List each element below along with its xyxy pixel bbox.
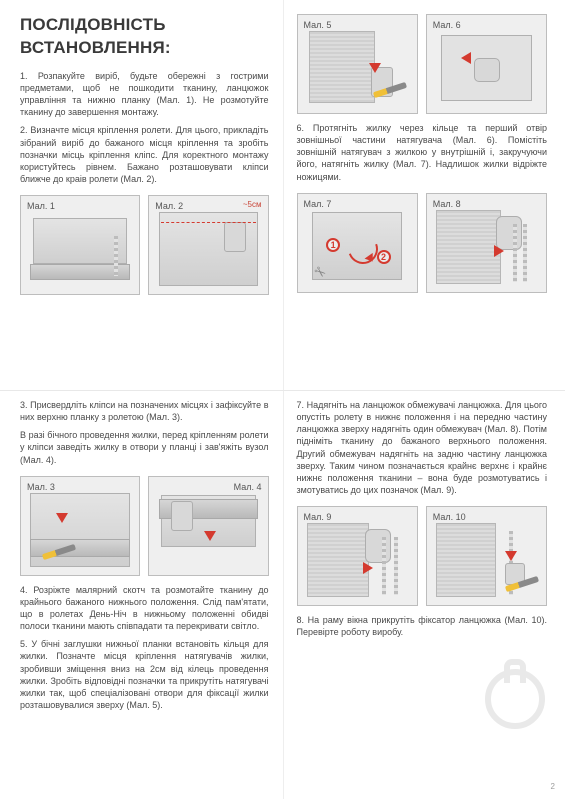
column-left-bottom: 3. Присвердліть кліпси на позначених міс…: [0, 385, 283, 799]
column-right-bottom: 7. Надягніть на ланцюжок обмежувачі ланц…: [283, 385, 565, 799]
step-3b: В разі бічного проведення жилки, перед к…: [20, 429, 269, 465]
page-number: 2: [551, 782, 555, 793]
figure-6: Мал. 6: [426, 14, 547, 114]
figure-5-label: Мал. 5: [304, 19, 332, 31]
watermark-icon: [485, 669, 545, 729]
figure-9: Мал. 9: [297, 506, 418, 606]
figure-6-label: Мал. 6: [433, 19, 461, 31]
figure-5: Мал. 5: [297, 14, 418, 114]
figure-10: Мал. 10: [426, 506, 547, 606]
figure-7-label: Мал. 7: [304, 198, 332, 210]
fig-row-1-2: Мал. 1 Мал. 2 ~5см: [20, 195, 269, 295]
column-left-top: ПОСЛІДОВНІСТЬ ВСТАНОВЛЕННЯ: 1. Розпакуйт…: [0, 0, 283, 385]
fig-row-7-8: Мал. 7 1 2 ✂ Мал. 8: [297, 193, 548, 293]
figure-3: Мал. 3: [20, 476, 140, 576]
figure-4: Мал. 4: [148, 476, 268, 576]
step-6: 6. Протягніть жилку через кільце та перш…: [297, 122, 548, 183]
fig-row-5-6: Мал. 5 Мал. 6: [297, 14, 548, 114]
figure-2-label: Мал. 2: [155, 200, 183, 212]
fig-row-3-4: Мал. 3 Мал. 4: [20, 476, 269, 576]
step-5: 5. У бічні заглушки нижньої планки встан…: [20, 638, 269, 711]
step-7: 7. Надягніть на ланцюжок обмежувачі ланц…: [297, 399, 548, 496]
figure-7: Мал. 7 1 2 ✂: [297, 193, 418, 293]
fig-row-9-10: Мал. 9 Мал. 10: [297, 506, 548, 606]
step-1: 1. Розпакуйте виріб, будьте обережні з г…: [20, 70, 269, 119]
figure-2-dim: ~5см: [243, 200, 262, 211]
figure-2: Мал. 2 ~5см: [148, 195, 268, 295]
figure-3-label: Мал. 3: [27, 481, 55, 493]
figure-9-label: Мал. 9: [304, 511, 332, 523]
step-4: 4. Розріжте малярний скотч та розмотайте…: [20, 584, 269, 633]
figure-1-label: Мал. 1: [27, 200, 55, 212]
figure-1: Мал. 1: [20, 195, 140, 295]
figure-8-label: Мал. 8: [433, 198, 461, 210]
step-8: 8. На раму вікна прикрутіть фіксатор лан…: [297, 614, 548, 638]
column-right-top: Мал. 5 Мал. 6 6. Протягніть жилку через …: [283, 0, 565, 385]
step-2: 2. Визначте місця кріплення ролети. Для …: [20, 124, 269, 185]
callout-2: 2: [377, 250, 391, 264]
step-3a: 3. Присвердліть кліпси на позначених міс…: [20, 399, 269, 423]
figure-4-label: Мал. 4: [234, 481, 262, 493]
page-title: ПОСЛІДОВНІСТЬ ВСТАНОВЛЕННЯ:: [20, 14, 269, 60]
callout-1: 1: [326, 238, 340, 252]
figure-10-label: Мал. 10: [433, 511, 466, 523]
figure-8: Мал. 8: [426, 193, 547, 293]
